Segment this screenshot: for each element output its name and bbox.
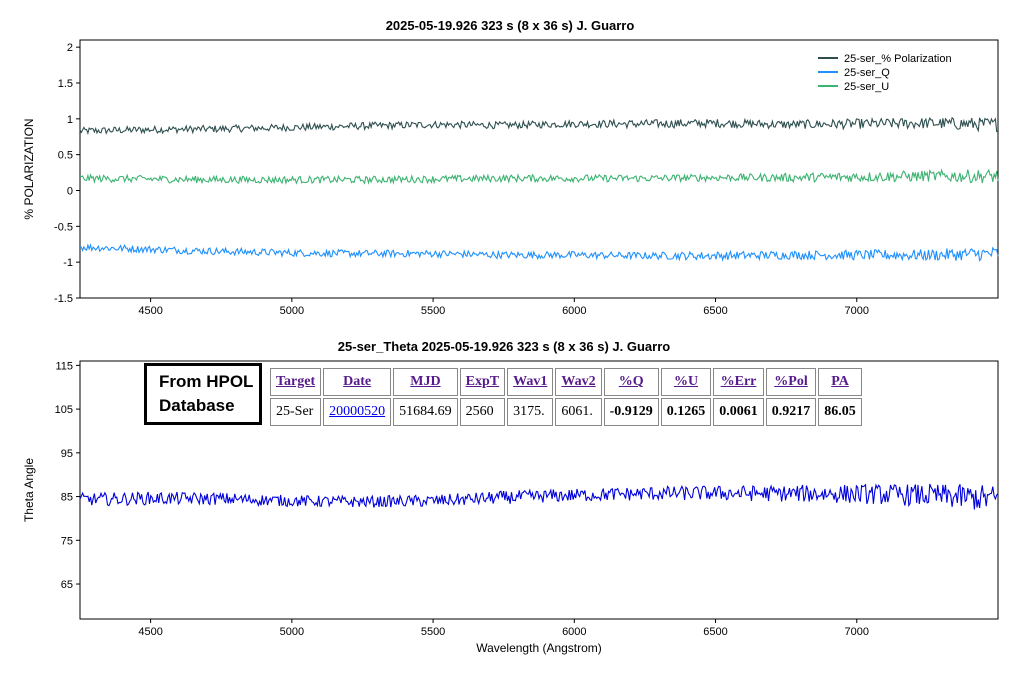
x-tick-label: 5000 [280, 305, 304, 317]
column-header-expt[interactable]: ExpT [459, 368, 506, 396]
cell-pol: 0.9217 [765, 398, 817, 426]
hpol-table: Target Date MJD ExpT Wav1 Wav2 %Q %U %Er… [268, 366, 864, 428]
y-tick-label: 95 [61, 448, 73, 460]
legend-entry: 25-ser_Q [844, 67, 890, 79]
cell-err: 0.0061 [713, 398, 764, 426]
cell-target: 25-Ser [270, 398, 322, 426]
legend-entry: 25-ser_% Polarization [844, 53, 952, 65]
x-tick-label: 4500 [138, 626, 162, 638]
cell-wav1: 3175. [507, 398, 554, 426]
series-line-25-ser-polarization [79, 116, 999, 136]
column-header-u[interactable]: %U [660, 368, 712, 396]
cell-u: 0.1265 [660, 398, 712, 426]
column-header-wav2[interactable]: Wav2 [555, 368, 602, 396]
y-tick-label: 1 [67, 114, 73, 126]
hpol-source-label: From HPOL Database [144, 363, 262, 425]
column-header-date[interactable]: Date [323, 368, 392, 396]
y-tick-label: 0.5 [58, 150, 73, 162]
hpol-label-line: Database [159, 396, 235, 415]
x-tick-label: 5500 [421, 305, 445, 317]
y-tick-label: 85 [61, 492, 73, 504]
cell-mjd: 51684.69 [393, 398, 458, 426]
x-tick-label: 7000 [845, 305, 869, 317]
x-tick-label: 5500 [421, 626, 445, 638]
y-tick-label: -1 [63, 257, 73, 269]
cell-wav2: 6061. [555, 398, 602, 426]
column-header-q[interactable]: %Q [603, 368, 659, 396]
column-header-pa[interactable]: PA [818, 368, 862, 396]
series-line-25-ser-u [79, 168, 999, 186]
plot-area-polarization [79, 39, 999, 299]
y-axis-label: % POLARIZATION [22, 118, 36, 219]
x-axis-label: Wavelength (Angstrom) [476, 641, 602, 655]
chart-title: 2025-05-19.926 323 s (8 x 36 s) J. Guarr… [386, 18, 635, 33]
x-tick-label: 6000 [562, 626, 586, 638]
cell-date: 20000520 [323, 398, 392, 426]
y-tick-label: 2 [67, 42, 73, 54]
cell-expt: 2560 [459, 398, 506, 426]
y-tick-label: 115 [55, 360, 73, 372]
column-header-pol[interactable]: %Pol [765, 368, 817, 396]
date-link[interactable]: 20000520 [329, 404, 386, 419]
table-row: 25-Ser 20000520 51684.69 2560 3175. 6061… [270, 398, 862, 426]
hpol-header-row: Target Date MJD ExpT Wav1 Wav2 %Q %U %Er… [270, 368, 862, 396]
series-line-25-ser-q [79, 242, 999, 263]
x-tick-label: 6500 [703, 305, 727, 317]
series-line-theta [79, 483, 999, 510]
y-axis-label: Theta Angle [22, 458, 36, 522]
hpol-label-line: From HPOL [159, 372, 254, 391]
y-tick-label: -0.5 [54, 221, 73, 233]
x-tick-label: 7000 [845, 626, 869, 638]
legend-entry: 25-ser_U [844, 81, 889, 93]
y-tick-label: 65 [61, 579, 73, 591]
x-tick-label: 6500 [703, 626, 727, 638]
x-tick-label: 5000 [280, 626, 304, 638]
cell-q: -0.9129 [603, 398, 659, 426]
x-tick-label: 4500 [138, 305, 162, 317]
cell-pa: 86.05 [818, 398, 862, 426]
y-tick-label: 1.5 [58, 78, 73, 90]
column-header-target[interactable]: Target [270, 368, 322, 396]
column-header-err[interactable]: %Err [713, 368, 764, 396]
column-header-wav1[interactable]: Wav1 [507, 368, 554, 396]
column-header-mjd[interactable]: MJD [393, 368, 458, 396]
x-tick-label: 6000 [562, 305, 586, 317]
legend: 25-ser_% Polarization 25-ser_Q 25-ser_U [818, 53, 952, 93]
chart-title: 25-ser_Theta 2025-05-19.926 323 s (8 x 3… [338, 339, 670, 354]
y-tick-label: 105 [55, 404, 73, 416]
y-tick-label: -1.5 [54, 293, 73, 305]
y-tick-label: 0 [67, 186, 73, 198]
plot-area-theta [79, 360, 999, 620]
y-tick-label: 75 [61, 535, 73, 547]
